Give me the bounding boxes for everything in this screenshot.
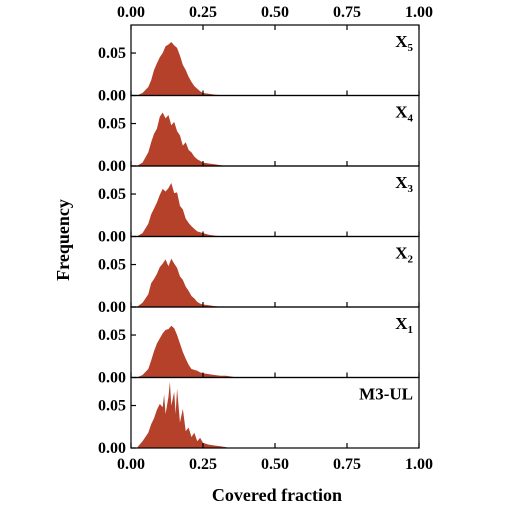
y-tick-label: 0.05 xyxy=(98,186,126,203)
histogram-area xyxy=(136,258,227,307)
panel-label: X4 xyxy=(395,103,413,125)
y-tick-label: 0.05 xyxy=(98,398,126,415)
panel-label-main: M3-UL xyxy=(359,385,413,404)
y-tick-label: 0.00 xyxy=(98,229,126,246)
panel-label-main: X xyxy=(395,103,408,122)
panel-1: 0.00 0.05 X5 xyxy=(98,24,420,105)
histogram-area xyxy=(136,182,227,237)
panel-label-main: X xyxy=(395,314,408,333)
panel-3: 0.00 0.05 X3 xyxy=(98,165,420,246)
panel-label-subscript: 1 xyxy=(408,324,414,336)
y-tick-label: 0.00 xyxy=(98,440,126,457)
bottom-x-tick-label: 0.00 xyxy=(117,456,145,473)
x-axis-title: Covered fraction xyxy=(212,485,342,505)
panel-label-main: X xyxy=(395,32,408,51)
top-x-tick-label: 1.00 xyxy=(405,4,433,21)
bottom-x-tick-label: 0.25 xyxy=(189,456,217,473)
panel-5: 0.00 0.05 X1 xyxy=(98,306,420,387)
panel-4: 0.00 0.05 X2 xyxy=(98,235,420,316)
y-tick-label: 0.00 xyxy=(98,299,126,316)
top-x-tick-label: 0.75 xyxy=(333,4,361,21)
top-x-axis: 0.00 0.25 0.50 0.75 1.00 xyxy=(117,4,433,30)
y-tick-label: 0.00 xyxy=(98,370,126,387)
bottom-x-tick-label: 0.75 xyxy=(333,456,361,473)
y-tick-label: 0.05 xyxy=(98,116,126,133)
panel-label-subscript: 5 xyxy=(408,42,414,54)
histogram-area xyxy=(136,325,238,378)
top-x-tick-label: 0.00 xyxy=(117,4,145,21)
top-x-tick-label: 0.50 xyxy=(261,4,289,21)
y-axis-title: Frequency xyxy=(53,199,73,281)
panel-label: M3-UL xyxy=(359,385,413,404)
panel-label-subscript: 3 xyxy=(408,183,414,195)
panel-label: X1 xyxy=(395,314,413,336)
panel-label-main: X xyxy=(395,173,408,192)
top-x-tick-label: 0.25 xyxy=(189,4,217,21)
y-tick-label: 0.05 xyxy=(98,257,126,274)
panel-label: X3 xyxy=(395,173,413,195)
y-tick-label: 0.00 xyxy=(98,88,126,105)
histogram-area xyxy=(136,41,227,96)
panel-label: X2 xyxy=(395,244,413,266)
panel-label: X5 xyxy=(395,32,413,54)
y-tick-label: 0.00 xyxy=(98,158,126,175)
bottom-x-axis: 0.00 0.25 0.50 0.75 1.00 xyxy=(117,456,433,473)
bottom-x-tick-label: 1.00 xyxy=(405,456,433,473)
panel-label-main: X xyxy=(395,244,408,263)
y-tick-label: 0.05 xyxy=(98,327,126,344)
panel-label-subscript: 2 xyxy=(408,254,414,266)
panels-group: 0.000.05X50.000.05X40.000.05X30.000.05X2… xyxy=(98,24,420,457)
panel-label-subscript: 4 xyxy=(408,113,414,125)
histogram-area xyxy=(136,112,227,166)
panel-6: 0.00 0.05 M3-UL xyxy=(98,376,420,457)
y-tick-label: 0.05 xyxy=(98,45,126,62)
panel-2: 0.00 0.05 X4 xyxy=(98,94,420,175)
histogram-area xyxy=(136,381,229,448)
bottom-x-tick-label: 0.50 xyxy=(261,456,289,473)
